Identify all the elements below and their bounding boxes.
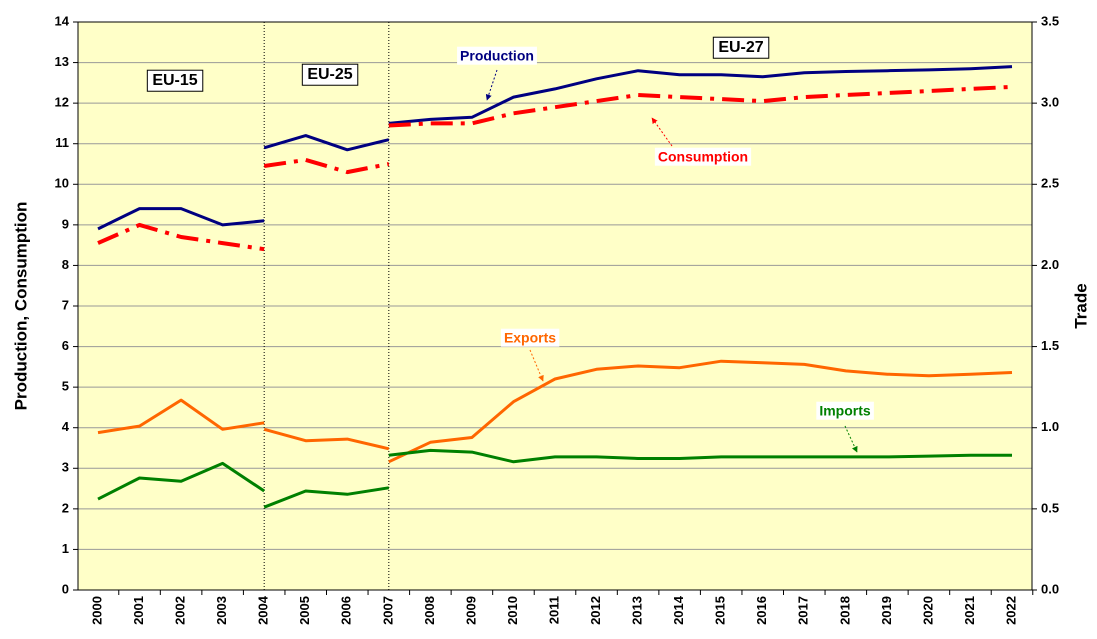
x-tick-label: 2014	[671, 595, 686, 625]
x-tick-label: 2022	[1003, 596, 1018, 625]
x-tick-label: 2009	[463, 596, 478, 625]
series-label-bg	[816, 401, 874, 420]
series-line	[263, 427, 390, 451]
y-axis-label: Production, Consumption	[11, 202, 30, 411]
y-tick-label: 3	[62, 460, 69, 475]
y-tick-label: 6	[62, 338, 69, 353]
x-tick-label: 2006	[339, 596, 354, 625]
x-tick-label: 2001	[131, 596, 146, 625]
y-tick-label: 13	[55, 54, 69, 69]
x-tick-label: 2019	[879, 596, 894, 625]
y-tick-label: 2	[62, 500, 69, 515]
annotation-arrow	[844, 425, 858, 453]
era-box	[301, 63, 359, 86]
series-line	[97, 207, 265, 231]
annotation-arrow	[529, 349, 544, 382]
series-label: Imports	[819, 403, 871, 419]
y-tick-label: 0	[62, 581, 69, 596]
x-tick-label: 2020	[920, 596, 935, 625]
y-tick-label: 7	[62, 297, 69, 312]
y2-tick-label: 2.5	[1041, 176, 1059, 191]
era-box	[146, 69, 204, 92]
x-tick-label: 2010	[505, 596, 520, 625]
era-box	[712, 36, 770, 59]
era-label: EU-25	[307, 66, 352, 83]
y2-tick-label: 0.5	[1041, 500, 1059, 515]
x-tick-label: 2008	[422, 596, 437, 625]
era-label: EU-27	[718, 39, 763, 56]
series-line	[388, 448, 1012, 464]
series-line	[388, 65, 1013, 125]
x-tick-label: 2002	[173, 596, 188, 625]
series-line	[263, 157, 390, 175]
y2-tick-label: 3.0	[1041, 95, 1059, 110]
series-label: Exports	[504, 330, 556, 346]
x-tick-label: 2005	[297, 596, 312, 625]
x-tick-label: 2000	[89, 596, 104, 625]
x-tick-label: 2013	[630, 596, 645, 625]
series-label-bg	[457, 46, 537, 65]
x-tick-label: 2012	[588, 596, 603, 625]
series-label-bg	[654, 147, 752, 166]
x-tick-label: 2003	[214, 596, 229, 625]
x-tick-label: 2017	[796, 596, 811, 625]
series-line	[97, 398, 265, 435]
y2-tick-label: 1.5	[1041, 338, 1059, 353]
x-tick-label: 2011	[546, 596, 561, 624]
y-tick-label: 10	[55, 176, 69, 191]
y-tick-label: 1	[62, 541, 69, 556]
series-line	[97, 461, 266, 501]
series-line	[263, 134, 390, 152]
series-line	[388, 359, 1013, 464]
y2-tick-label: 2.0	[1041, 257, 1059, 272]
y-tick-label: 11	[55, 135, 69, 150]
series-line	[97, 222, 265, 252]
y-tick-label: 5	[62, 379, 69, 394]
era-label: EU-15	[152, 72, 197, 89]
x-tick-label: 2007	[380, 596, 395, 625]
x-tick-label: 2015	[713, 596, 728, 625]
x-tick-label: 2021	[962, 596, 977, 625]
x-tick-label: 2004	[256, 595, 271, 625]
y-tick-label: 4	[62, 419, 70, 434]
y-tick-label: 14	[55, 13, 70, 28]
annotation-arrow	[485, 69, 498, 101]
x-tick-label: 2016	[754, 596, 769, 625]
series-line	[388, 84, 1013, 128]
annotation-arrow	[651, 117, 673, 147]
series-label: Consumption	[658, 149, 748, 165]
y2-axis-label: Trade	[1071, 283, 1090, 328]
y2-tick-label: 3.5	[1041, 13, 1059, 28]
y2-tick-label: 0.0	[1041, 581, 1059, 596]
y-tick-label: 8	[62, 257, 69, 272]
y-tick-label: 12	[55, 95, 69, 110]
series-label-bg	[500, 328, 560, 347]
series-label: Production	[460, 48, 534, 64]
y2-tick-label: 1.0	[1041, 419, 1059, 434]
x-tick-label: 2018	[837, 596, 852, 625]
series-line	[263, 486, 390, 509]
y-tick-label: 9	[62, 216, 69, 231]
